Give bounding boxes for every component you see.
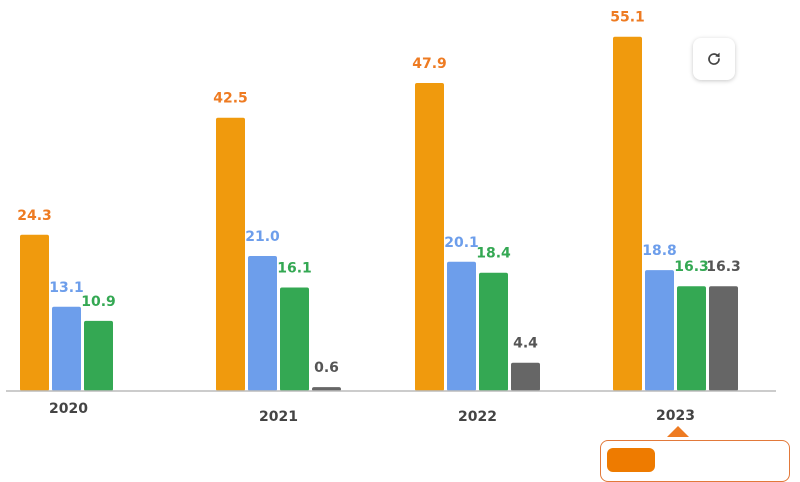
bar-2023-s3[interactable] [677,286,706,391]
value-label-2022-s1: 47.9 [412,56,447,72]
value-label-2022-s2: 20.1 [444,235,479,251]
refresh-icon [708,52,720,65]
bar-2022-s2[interactable] [447,261,476,391]
value-label-2023-s3: 16.3 [674,259,709,275]
category-label-2023: 2023 [656,408,695,424]
bar-2022-s3[interactable] [479,272,508,391]
value-label-2021-s3: 16.1 [277,260,312,276]
value-label-2021-s1: 42.5 [213,91,248,107]
category-label-2022: 2022 [458,409,497,425]
bar-2021-s3[interactable] [280,287,309,391]
value-label-2023-s2: 18.8 [642,243,677,259]
refresh-button[interactable] [693,38,735,80]
bar-2023-s2[interactable] [645,270,674,391]
value-label-2023-s1: 55.1 [610,10,645,26]
bar-chart: 24.3 42.5 47.9 55.1 13.1 21.0 20.1 18.8 10.9 16.1… [6,10,776,437]
tooltip-swatch [607,448,655,472]
bar-2020-s1[interactable] [20,234,49,391]
value-label-2020-s3: 10.9 [81,294,116,310]
category-label-2020: 2020 [49,401,88,417]
highlight-marker [667,426,689,437]
tooltip-box [600,440,790,482]
bar-2020-s3[interactable] [84,320,113,391]
value-label-2020-s2: 13.1 [49,280,84,296]
value-label-2020-s1: 24.3 [17,208,52,224]
value-label-2021-s2: 21.0 [245,229,280,245]
value-label-2022-s3: 18.4 [476,246,511,262]
bar-2023-s1[interactable] [613,36,642,391]
bar-2021-s4[interactable] [312,387,341,391]
category-label-2021: 2021 [259,409,298,425]
bar-2023-s4[interactable] [709,286,738,391]
bar-2020-s2[interactable] [52,306,81,391]
value-label-2023-s4: 16.3 [706,259,741,275]
bar-2021-s1[interactable] [216,117,245,391]
bar-2022-s4[interactable] [511,362,540,391]
value-label-2021-s4: 0.6 [314,360,339,376]
bar-2021-s2[interactable] [248,255,277,391]
bar-2022-s1[interactable] [415,83,444,392]
value-label-2022-s4: 4.4 [513,336,538,352]
